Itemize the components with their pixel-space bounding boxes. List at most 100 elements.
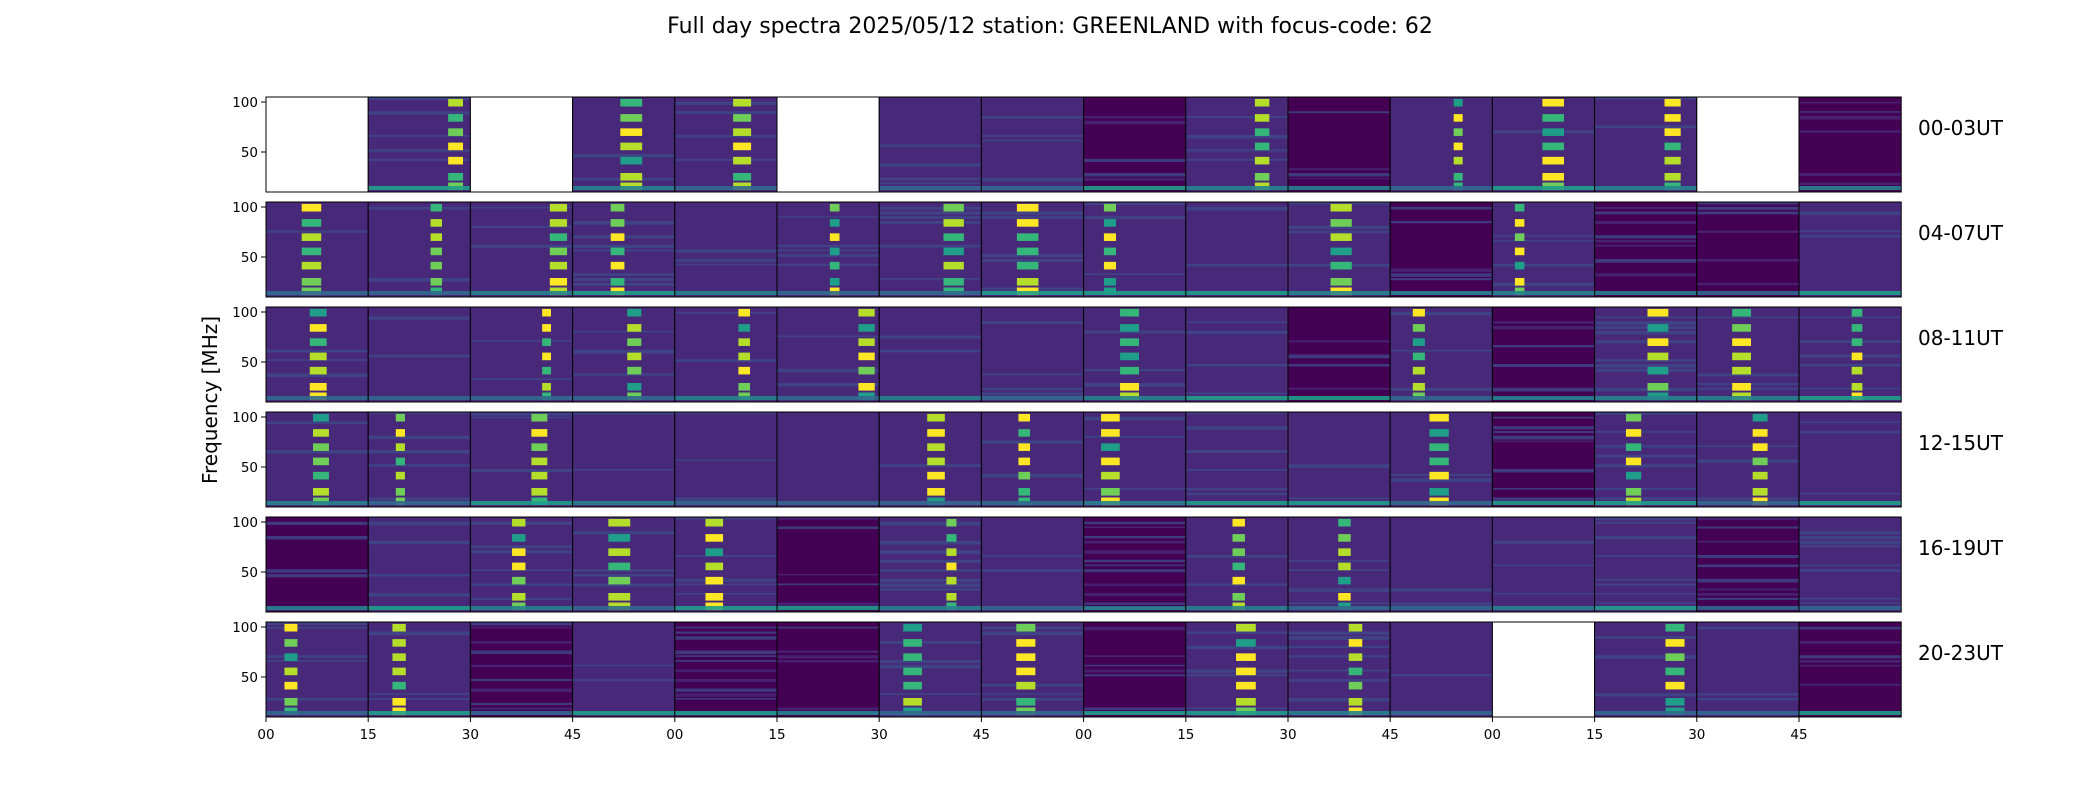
panel-frame [1798,201,1902,298]
frequency-band [1799,230,1902,233]
frequency-band [1696,230,1799,233]
frequency-band [1288,488,1391,491]
low-frequency-band [1492,606,1595,610]
frequency-band [1288,517,1391,521]
frequency-band [368,693,471,695]
burst-block [1647,308,1669,317]
frequency-band [1594,574,1697,578]
x-tick-label: 15 [360,727,377,743]
low-frequency-band [981,291,1084,295]
frequency-band [1594,359,1697,362]
frequency-band [1083,664,1186,667]
frequency-band [1083,335,1186,340]
panel-background [1390,97,1493,192]
frequency-band [572,469,675,471]
spectrum-panel [367,201,471,298]
low-frequency-band [1492,186,1595,190]
burst-block [1625,443,1642,451]
frequency-band [1594,349,1697,352]
low-frequency-band [266,501,369,505]
low-frequency-band [1799,396,1902,400]
frequency-band [1696,588,1799,591]
frequency-band [1185,116,1288,119]
frequency-band [1288,387,1391,390]
burst-block [943,261,964,270]
frequency-band [470,641,573,644]
low-frequency-band [674,606,777,610]
frequency-band [1594,211,1697,215]
low-frequency-band [266,606,369,610]
frequency-band [981,588,1084,591]
frequency-band [1594,330,1697,335]
frequency-band [266,259,369,262]
low-frequency-band [572,606,675,610]
frequency-band [470,702,573,705]
frequency-band [1799,578,1902,583]
burst-block [705,548,724,556]
spectrum-panel [776,621,880,718]
burst-block [430,203,442,212]
frequency-band [674,497,777,502]
spectrum-panel [1594,201,1698,298]
frequency-band [1696,540,1799,543]
frequency-band [1594,259,1697,263]
frequency-band [368,135,471,137]
burst-block [1732,308,1751,317]
burst-block [943,247,964,256]
frequency-band [1594,149,1697,152]
spectrum-panel [1491,201,1596,298]
panel-background [1594,97,1697,192]
frequency-band [981,335,1084,339]
frequency-band [879,235,982,237]
panel-background [266,517,369,612]
frequency-band [674,139,777,144]
panel-frame [1798,96,1902,193]
burst-block [395,471,405,480]
burst-block [1665,698,1685,706]
burst-block [448,156,464,165]
burst-block [301,278,322,286]
frequency-band [1594,583,1697,586]
frequency-band [981,116,1084,119]
burst-block [620,173,643,181]
frequency-band [1288,669,1391,672]
burst-block [946,593,957,601]
frequency-band [879,583,982,587]
burst-block [1752,457,1768,466]
low-frequency-band [879,396,982,400]
low-frequency-band [1492,501,1595,505]
frequency-band [1696,597,1799,600]
burst-block [1236,623,1256,632]
spectrum-panel [469,516,574,613]
burst-block [1732,324,1751,332]
panel-background [777,412,880,507]
spectrum-panel [980,201,1085,298]
frequency-band [879,349,982,353]
burst-block [1412,366,1425,375]
low-frequency-band [266,396,369,400]
burst-block [733,156,752,165]
frequency-band [1492,536,1595,539]
frequency-band [572,135,675,138]
spectrum-panel [367,411,471,508]
burst-block [1016,261,1039,270]
frequency-band [879,426,982,429]
frequency-band [1799,278,1902,280]
frequency-band [1799,282,1902,285]
low-frequency-band [674,396,777,400]
frequency-band [266,450,369,454]
frequency-band [1185,583,1288,586]
spectrum-panel [1389,96,1493,193]
frequency-band [1083,550,1186,554]
spectrum-panel [265,96,369,193]
frequency-band [674,311,777,314]
spectrum-panel [1287,516,1391,613]
low-frequency-band [777,501,880,505]
burst-block [733,173,752,181]
frequency-band [879,221,982,224]
spectrum-panel [776,96,880,193]
burst-block [309,352,327,361]
frequency-band [1594,464,1697,468]
frequency-band [1083,526,1186,529]
burst-block [1412,383,1425,391]
